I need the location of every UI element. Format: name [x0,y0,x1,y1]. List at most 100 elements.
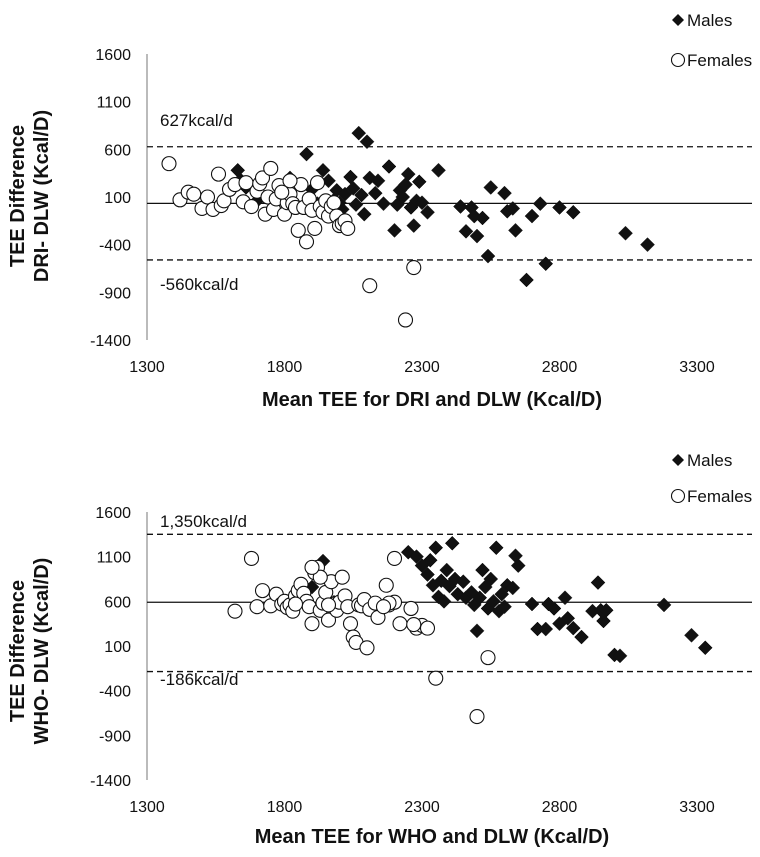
y-tick-label: -900 [99,285,131,302]
female-data-point [249,599,265,615]
male-data-point [598,602,614,618]
male-data-point [640,237,655,253]
male-data-point [546,601,562,616]
female-data-point [378,577,394,593]
female-data-point [392,616,408,632]
chart-who-dlw: -1400 -900 -400 100 600 1100 1600 1300 1800 2300 2… [0,428,760,856]
y-tick-label: -400 [99,684,131,701]
male-data-point [428,540,444,556]
male-data-point [406,218,422,233]
female-data-point [469,709,485,725]
male-data-point [436,593,452,609]
male-data-point [475,562,490,578]
x-tick-label: 1800 [267,799,303,816]
male-data-point [538,621,554,637]
y-axis-label-line2: WHO- DLW (Kcal/D) [31,557,53,745]
male-data-point [519,272,534,288]
y-tick-label: 1600 [95,47,131,64]
female-data-point [312,569,328,585]
male-data-point [458,223,474,239]
male-data-point [395,189,411,205]
male-data-point [315,162,331,178]
female-data-point [419,620,436,636]
male-data-point [538,256,554,272]
female-data-point [386,550,403,567]
legend-female-marker [670,488,686,504]
x-tick-label: 2300 [404,359,440,376]
male-data-point [422,552,438,568]
male-data-point [354,187,369,203]
y-tick-label: 600 [104,594,131,611]
y-axis-label-line1: TEE Difference [7,579,29,723]
y-tick-label: 600 [104,142,131,159]
x-tick-label: 1300 [129,799,165,816]
female-data-point [403,600,419,617]
male-data-point [480,248,496,264]
male-data-point [321,173,336,189]
female-data-point [290,222,306,238]
lower-limit-annotation: -186kcal/d [160,670,238,689]
female-data-point [254,583,271,599]
male-data-point [483,180,499,195]
female-data-point [406,259,422,276]
female-data-point [304,616,320,632]
y-tick-label: -900 [99,728,131,745]
male-data-point [612,648,628,664]
upper-limit-annotation: 627kcal/d [160,111,233,130]
male-data-point [376,196,391,212]
female-data-point [326,195,342,211]
legend-female-label: Females [687,487,752,506]
male-data-point [524,208,540,224]
female-data-point [309,175,326,191]
female-data-point [342,616,359,632]
y-tick-label: 100 [104,639,131,656]
male-data-point [359,134,375,150]
male-data-point [409,549,424,565]
y-tick-label: 100 [104,190,131,207]
male-data-point [565,204,581,220]
male-data-point [411,174,427,190]
male-data-point [497,599,512,615]
female-data-point [243,198,260,215]
upper-limit-annotation: 1,350kcal/d [160,512,247,531]
x-tick-label: 2300 [404,799,440,816]
male-data-point [510,558,526,573]
y-tick-label: 1600 [95,505,131,522]
male-data-point [420,204,435,220]
legend-female-label: Females [687,51,752,70]
female-data-point [298,234,315,250]
male-data-point [455,574,471,590]
male-data-point [469,228,485,244]
male-data-point [345,181,361,196]
male-data-point [453,199,468,214]
x-tick-label: 2800 [542,359,578,376]
female-data-point [287,596,304,612]
male-data-point [505,201,521,216]
male-data-point [370,173,386,189]
legend-male-label: Males [687,11,732,30]
male-data-point [351,125,367,141]
male-data-point [505,580,521,596]
male-data-point [356,206,372,222]
x-tick-label: 3300 [679,799,715,816]
female-data-point [320,597,337,613]
y-axis-label: TEE Difference WHO- DLW (Kcal/D) [6,531,54,771]
female-data-point [406,617,422,633]
male-data-point [697,640,713,656]
male-data-point [618,225,633,241]
female-data-point [282,173,298,189]
x-tick-label: 3300 [679,359,715,376]
male-data-point [398,177,413,192]
x-tick-label: 1300 [129,359,165,376]
male-data-point [565,620,581,636]
female-data-point [274,184,290,200]
male-data-point [488,540,504,556]
male-data-point [444,535,460,551]
female-data-point [307,220,323,237]
male-data-point [439,562,455,578]
male-data-point [299,146,314,162]
male-data-point [381,159,397,174]
y-tick-label: -1400 [90,333,131,350]
male-data-point [497,185,512,201]
legend-male-marker [672,14,684,26]
